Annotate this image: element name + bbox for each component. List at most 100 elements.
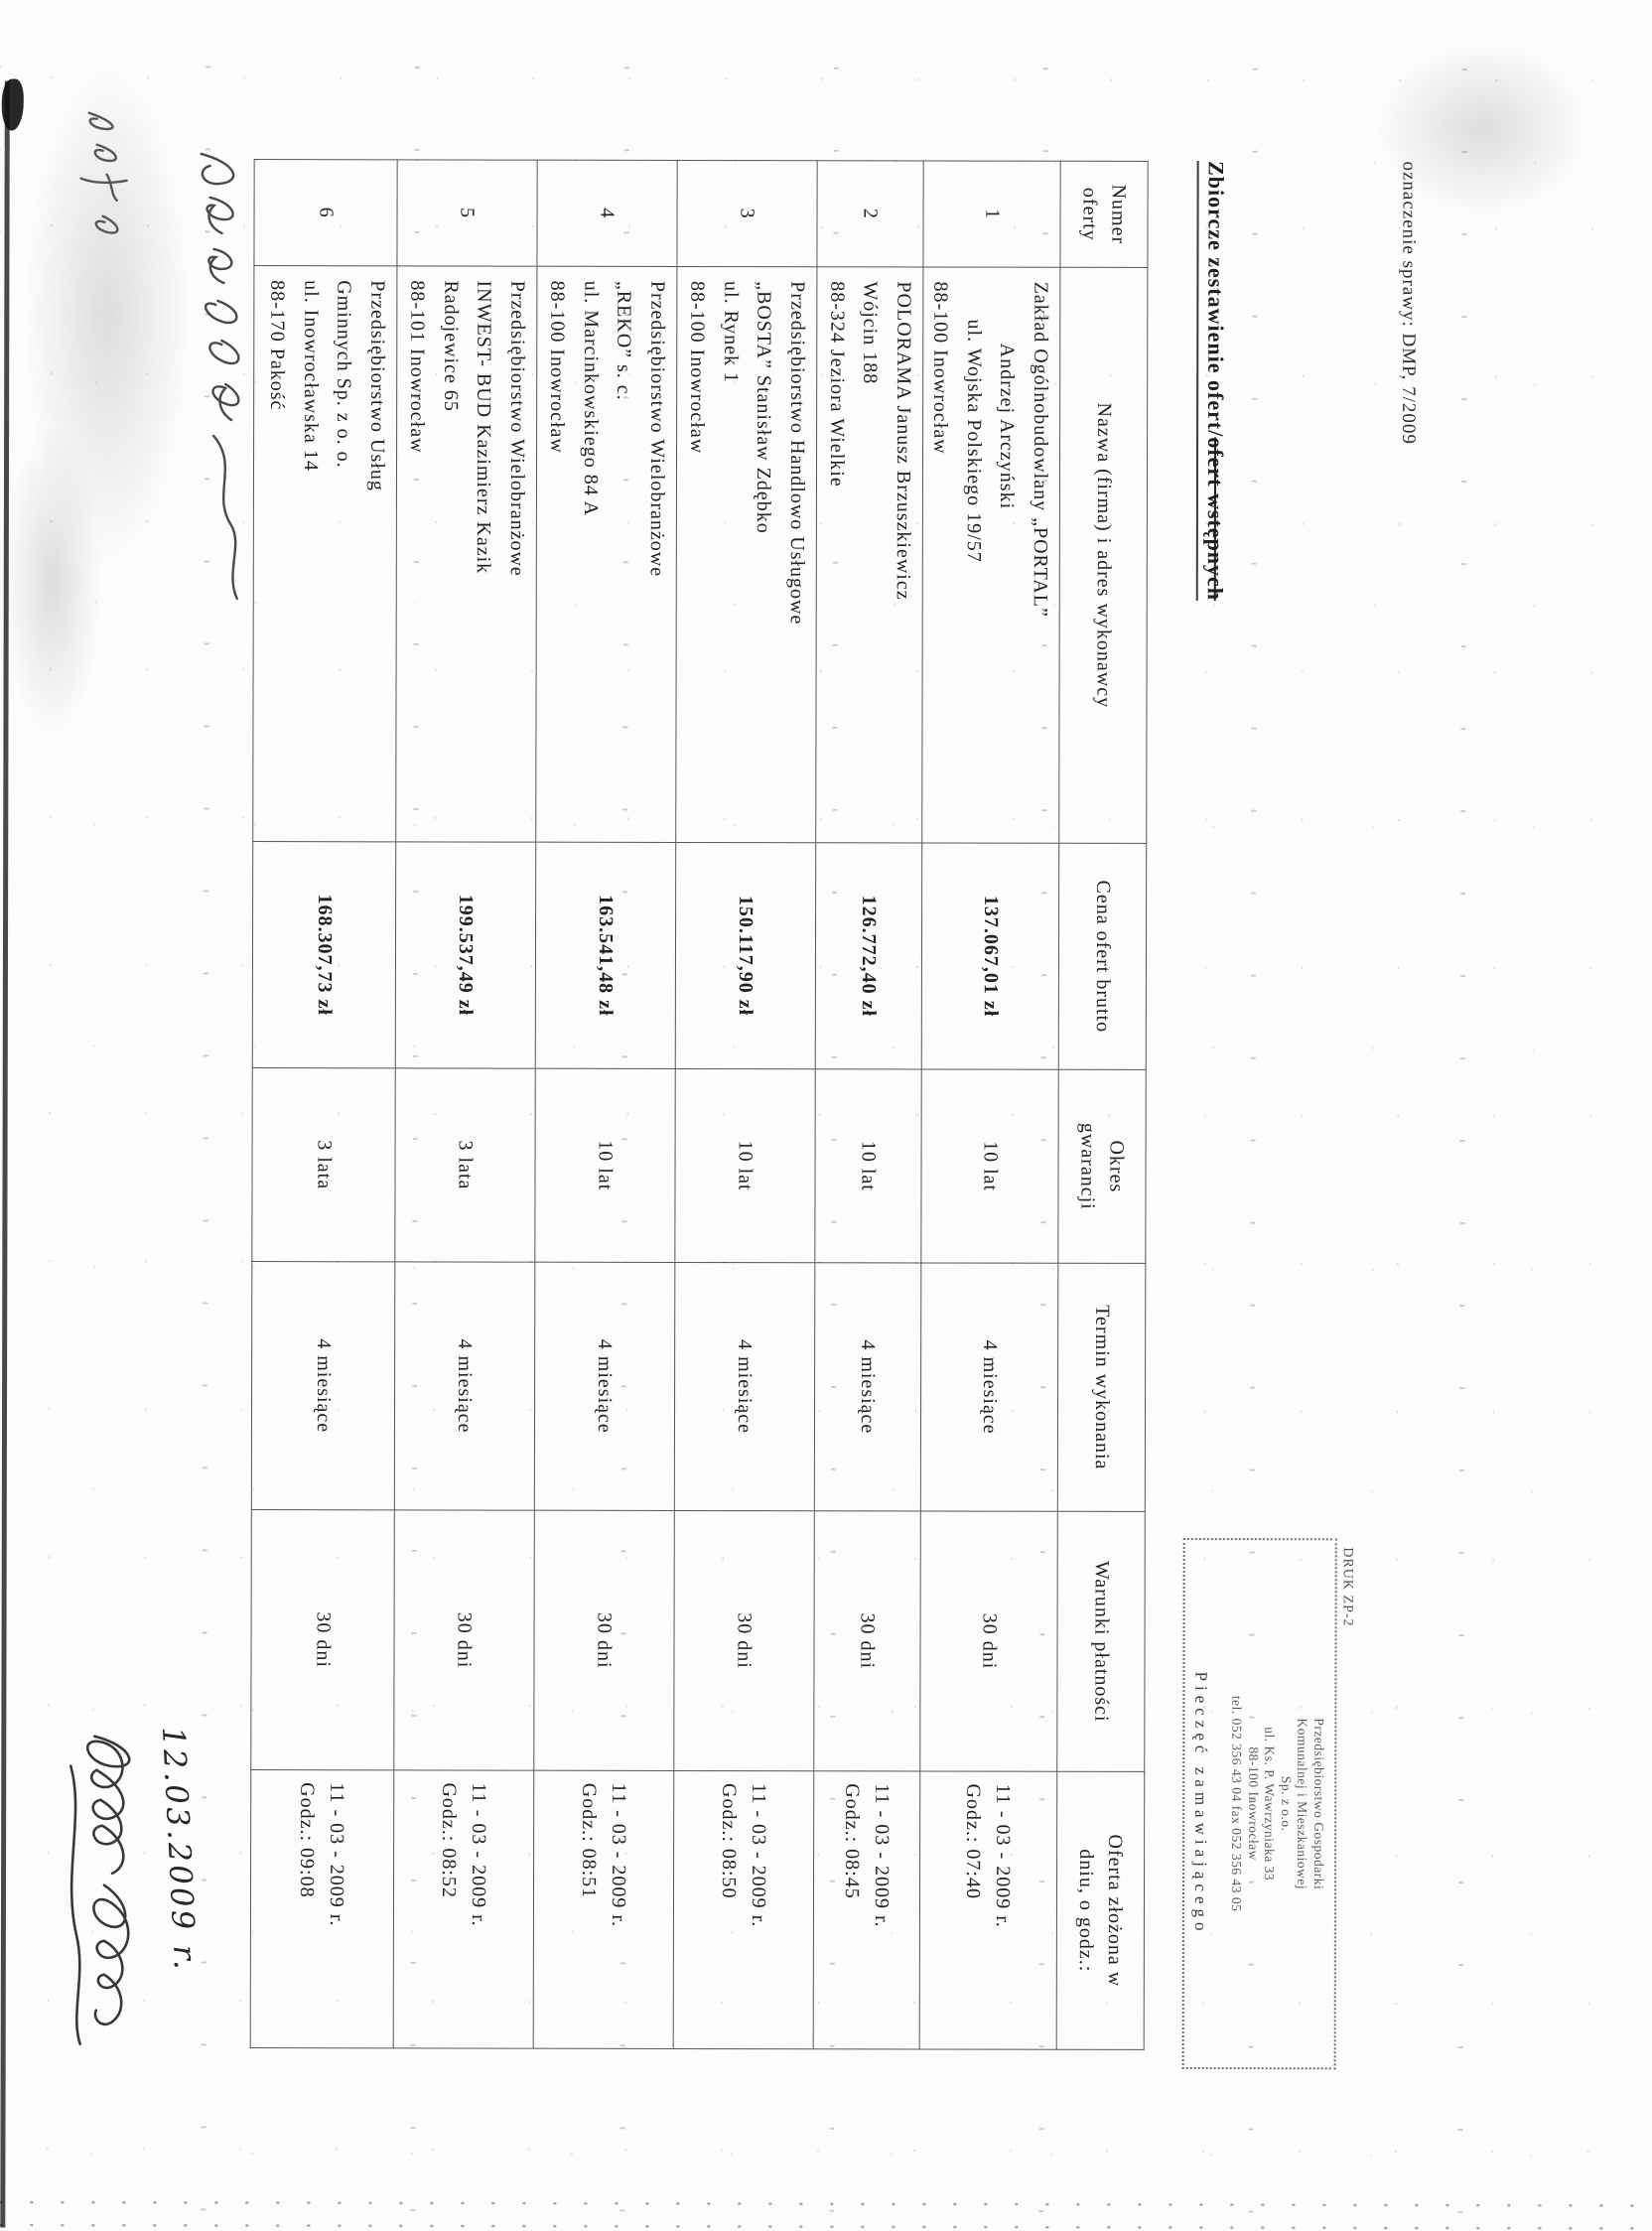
handwritten-note-icon	[200, 152, 240, 601]
table-row: 2 POLORAMA Janusz Brzuszkiewicz Wójcin 1…	[813, 160, 924, 2049]
authority-stamp-box: Przedsiębiorstwo Gospodarki Komunalnej i…	[1181, 1538, 1337, 2070]
cell-warranty: 10 lat	[920, 1068, 1059, 1264]
cell-gross-price: 137.067,01 zł	[921, 842, 1059, 1070]
contractor-line: ul. Marcinkowskiego 84 A	[579, 280, 603, 517]
header-submission: Oferta złożona w dniu, o godz.:	[1056, 1771, 1145, 2050]
header-contractor: Nazwa (firma) i adres wykonawcy	[1058, 267, 1148, 844]
cell-contractor: Przedsiębiorstwo Usług Gminnych Sp. z o.…	[252, 265, 397, 842]
offers-table: Numer oferty Nazwa (firma) i adres wykona…	[250, 159, 1149, 2050]
cell-payment-terms: 30 dni	[813, 1510, 921, 1771]
handwritten-date: 12.03.2009 r.	[154, 1726, 204, 1974]
contractor-line: 88-100 Inowrocław	[929, 281, 952, 455]
cell-contractor: Przedsiębiorstwo Wielobranżowe „REKO” s.…	[535, 266, 677, 843]
contractor-line: ul. Wojska Polskiego 19/57	[962, 319, 986, 563]
table-row: 6 Przedsiębiorstwo Usług Gminnych Sp. z …	[250, 159, 398, 2048]
table-header-row: Numer oferty Nazwa (firma) i adres wykona…	[1056, 161, 1149, 2050]
header-completion-term: Termin wykonania	[1057, 1263, 1146, 1512]
header-payment-terms: Warunki płatności	[1056, 1511, 1146, 1772]
contractor-line: „BOSTA” Stanisław Zdębko	[753, 281, 775, 534]
cell-contractor: Zakład Ogólnobudowlany „PORTAL” Andrzej …	[921, 266, 1060, 844]
contractor-line: 88-170 Pakość	[266, 280, 289, 411]
cell-completion-term: 4 miesiące	[814, 1262, 921, 1511]
stamp-line: Sp. z o.o.	[1279, 1775, 1295, 1832]
contractor-line: ul. Rynek 1	[720, 281, 743, 384]
title-prefix: Zbiorcze zestawienie ofert/	[1203, 161, 1229, 438]
contractor-line: Gminnych Sp. z o. o.	[333, 280, 355, 469]
table-row: 4 Przedsiębiorstwo Wielobranżowe „REKO” …	[533, 160, 678, 2049]
contractor-line: „REKO” s. c.	[613, 280, 635, 401]
cell-warranty: 3 lata	[251, 1067, 396, 1262]
title-struck-part: ofert wstępnych	[1202, 437, 1229, 602]
submission-time: Godz.: 08:51	[577, 1782, 601, 1899]
cell-submission: 11 - 03 - 2009 r. Godz.: 08:50	[673, 1770, 814, 2049]
cell-gross-price: 163.541,48 zł	[535, 842, 676, 1069]
cell-contractor: POLORAMA Janusz Brzuszkiewicz Wójcin 188…	[815, 266, 923, 843]
stamp-ink-text: Przedsiębiorstwo Gospodarki Komunalnej i…	[1228, 1540, 1327, 2067]
scan-edge-artifact	[0, 80, 10, 2228]
cell-submission: 11 - 03 - 2009 r. Godz.: 09:08	[250, 1769, 394, 2048]
submission-time: Godz.: 08:50	[717, 1783, 741, 1899]
table-row: 5 Przedsiębiorstwo Wielobranżowe INWEST-…	[393, 159, 538, 2049]
case-number-label: oznaczenie sprawy: DMP, 7/2009	[1398, 161, 1420, 445]
contractor-line: Radojewice 65	[440, 280, 463, 412]
cell-warranty: 10 lat	[814, 1068, 922, 1263]
table-row: 3 Przedsiębiorstwo Handlowo Usługowe „BO…	[673, 160, 818, 2049]
form-number-label: DRUK ZP-2	[1338, 1544, 1355, 1630]
cell-completion-term: 4 miesiące	[394, 1261, 535, 1511]
header-gross-price: Cena ofert brutto	[1058, 843, 1147, 1070]
cell-offer-number: 3	[676, 160, 818, 267]
contractor-line: ul. Inowrocławska 14	[300, 280, 323, 472]
cell-completion-term: 4 miesiące	[920, 1262, 1058, 1512]
submission-time: Godz.: 08:45	[840, 1783, 864, 1899]
contractor-line: Wójcin 188	[859, 281, 882, 385]
cell-payment-terms: 30 dni	[673, 1510, 815, 1771]
cell-contractor: Przedsiębiorstwo Handlowo Usługowe „BOST…	[675, 266, 817, 843]
submission-date: 11 - 03 - 2009 r.	[870, 1783, 894, 1928]
cell-offer-number: 1	[922, 160, 1061, 268]
cell-warranty: 3 lata	[394, 1067, 536, 1263]
cell-completion-term: 4 miesiące	[674, 1262, 815, 1511]
handwritten-signature-icon	[69, 1735, 131, 2045]
submission-date: 11 - 03 - 2009 r.	[747, 1783, 770, 1928]
contractor-line: 88-324 Jeziora Wielkie	[825, 281, 849, 488]
contractor-line: 88-100 Inowrocław	[686, 280, 709, 455]
handwritten-mark-icon	[79, 111, 128, 234]
submission-time: Godz.: 07:40	[962, 1783, 985, 1900]
stamp-line: Przedsiębiorstwo Gospodarki	[1311, 1718, 1327, 1890]
scan-smudge	[2, 423, 103, 742]
contractor-line: Przedsiębiorstwo Usług	[365, 280, 389, 491]
page-title: Zbiorcze zestawienie ofert/ofert wstępny…	[1195, 161, 1229, 602]
contractor-line: Andrzej Arczyński	[996, 343, 1019, 510]
cell-submission: 11 - 03 - 2009 r. Godz.: 08:45	[813, 1770, 920, 2049]
cell-submission: 11 - 03 - 2009 r. Godz.: 08:51	[533, 1770, 674, 2049]
submission-date: 11 - 03 - 2009 r.	[992, 1783, 1015, 1928]
stamp-caption: Pieczęć zamawiającego	[1190, 1671, 1211, 1936]
submission-date: 11 - 03 - 2009 r.	[467, 1782, 490, 1927]
cell-contractor: Przedsiębiorstwo Wielobranżowe INWEST- B…	[395, 265, 537, 843]
scan-edge-artifact	[1, 78, 24, 131]
submission-time: Godz.: 09:08	[296, 1782, 319, 1898]
contractor-line: Zakład Ogólnobudowlany „PORTAL”	[1029, 281, 1052, 618]
cell-offer-number: 4	[536, 160, 678, 267]
contractor-line: Przedsiębiorstwo Wielobranżowe	[645, 280, 669, 578]
contractor-line: INWEST- BUD Kazimierz Kazik	[473, 280, 495, 575]
contractor-line: 88-100 Inowrocław	[546, 280, 569, 454]
submission-time: Godz.: 08:52	[437, 1782, 461, 1898]
cell-offer-number: 6	[253, 159, 398, 266]
cell-submission: 11 - 03 - 2009 r. Godz.: 08:52	[393, 1769, 534, 2049]
cell-warranty: 10 lat	[534, 1068, 676, 1263]
cell-gross-price: 168.307,73 zł	[252, 841, 396, 1068]
cell-gross-price: 199.537,49 zł	[395, 841, 536, 1069]
cell-offer-number: 2	[816, 160, 924, 267]
cell-gross-price: 150.117,90 zł	[675, 842, 816, 1069]
stamp-line: ul. Ks. P. Wawrzyniaka 33	[1262, 1727, 1278, 1882]
cell-payment-terms: 30 dni	[919, 1510, 1058, 1772]
cell-payment-terms: 30 dni	[533, 1510, 675, 1771]
contractor-line: Przedsiębiorstwo Handlowo Usługowe	[785, 281, 809, 626]
table-row: 1 Zakład Ogólnobudowlany „PORTAL” Andrze…	[919, 160, 1061, 2050]
header-offer-number: Numer oferty	[1059, 161, 1149, 268]
cell-completion-term: 4 miesiące	[251, 1261, 395, 1510]
cell-payment-terms: 30 dni	[250, 1509, 395, 1770]
